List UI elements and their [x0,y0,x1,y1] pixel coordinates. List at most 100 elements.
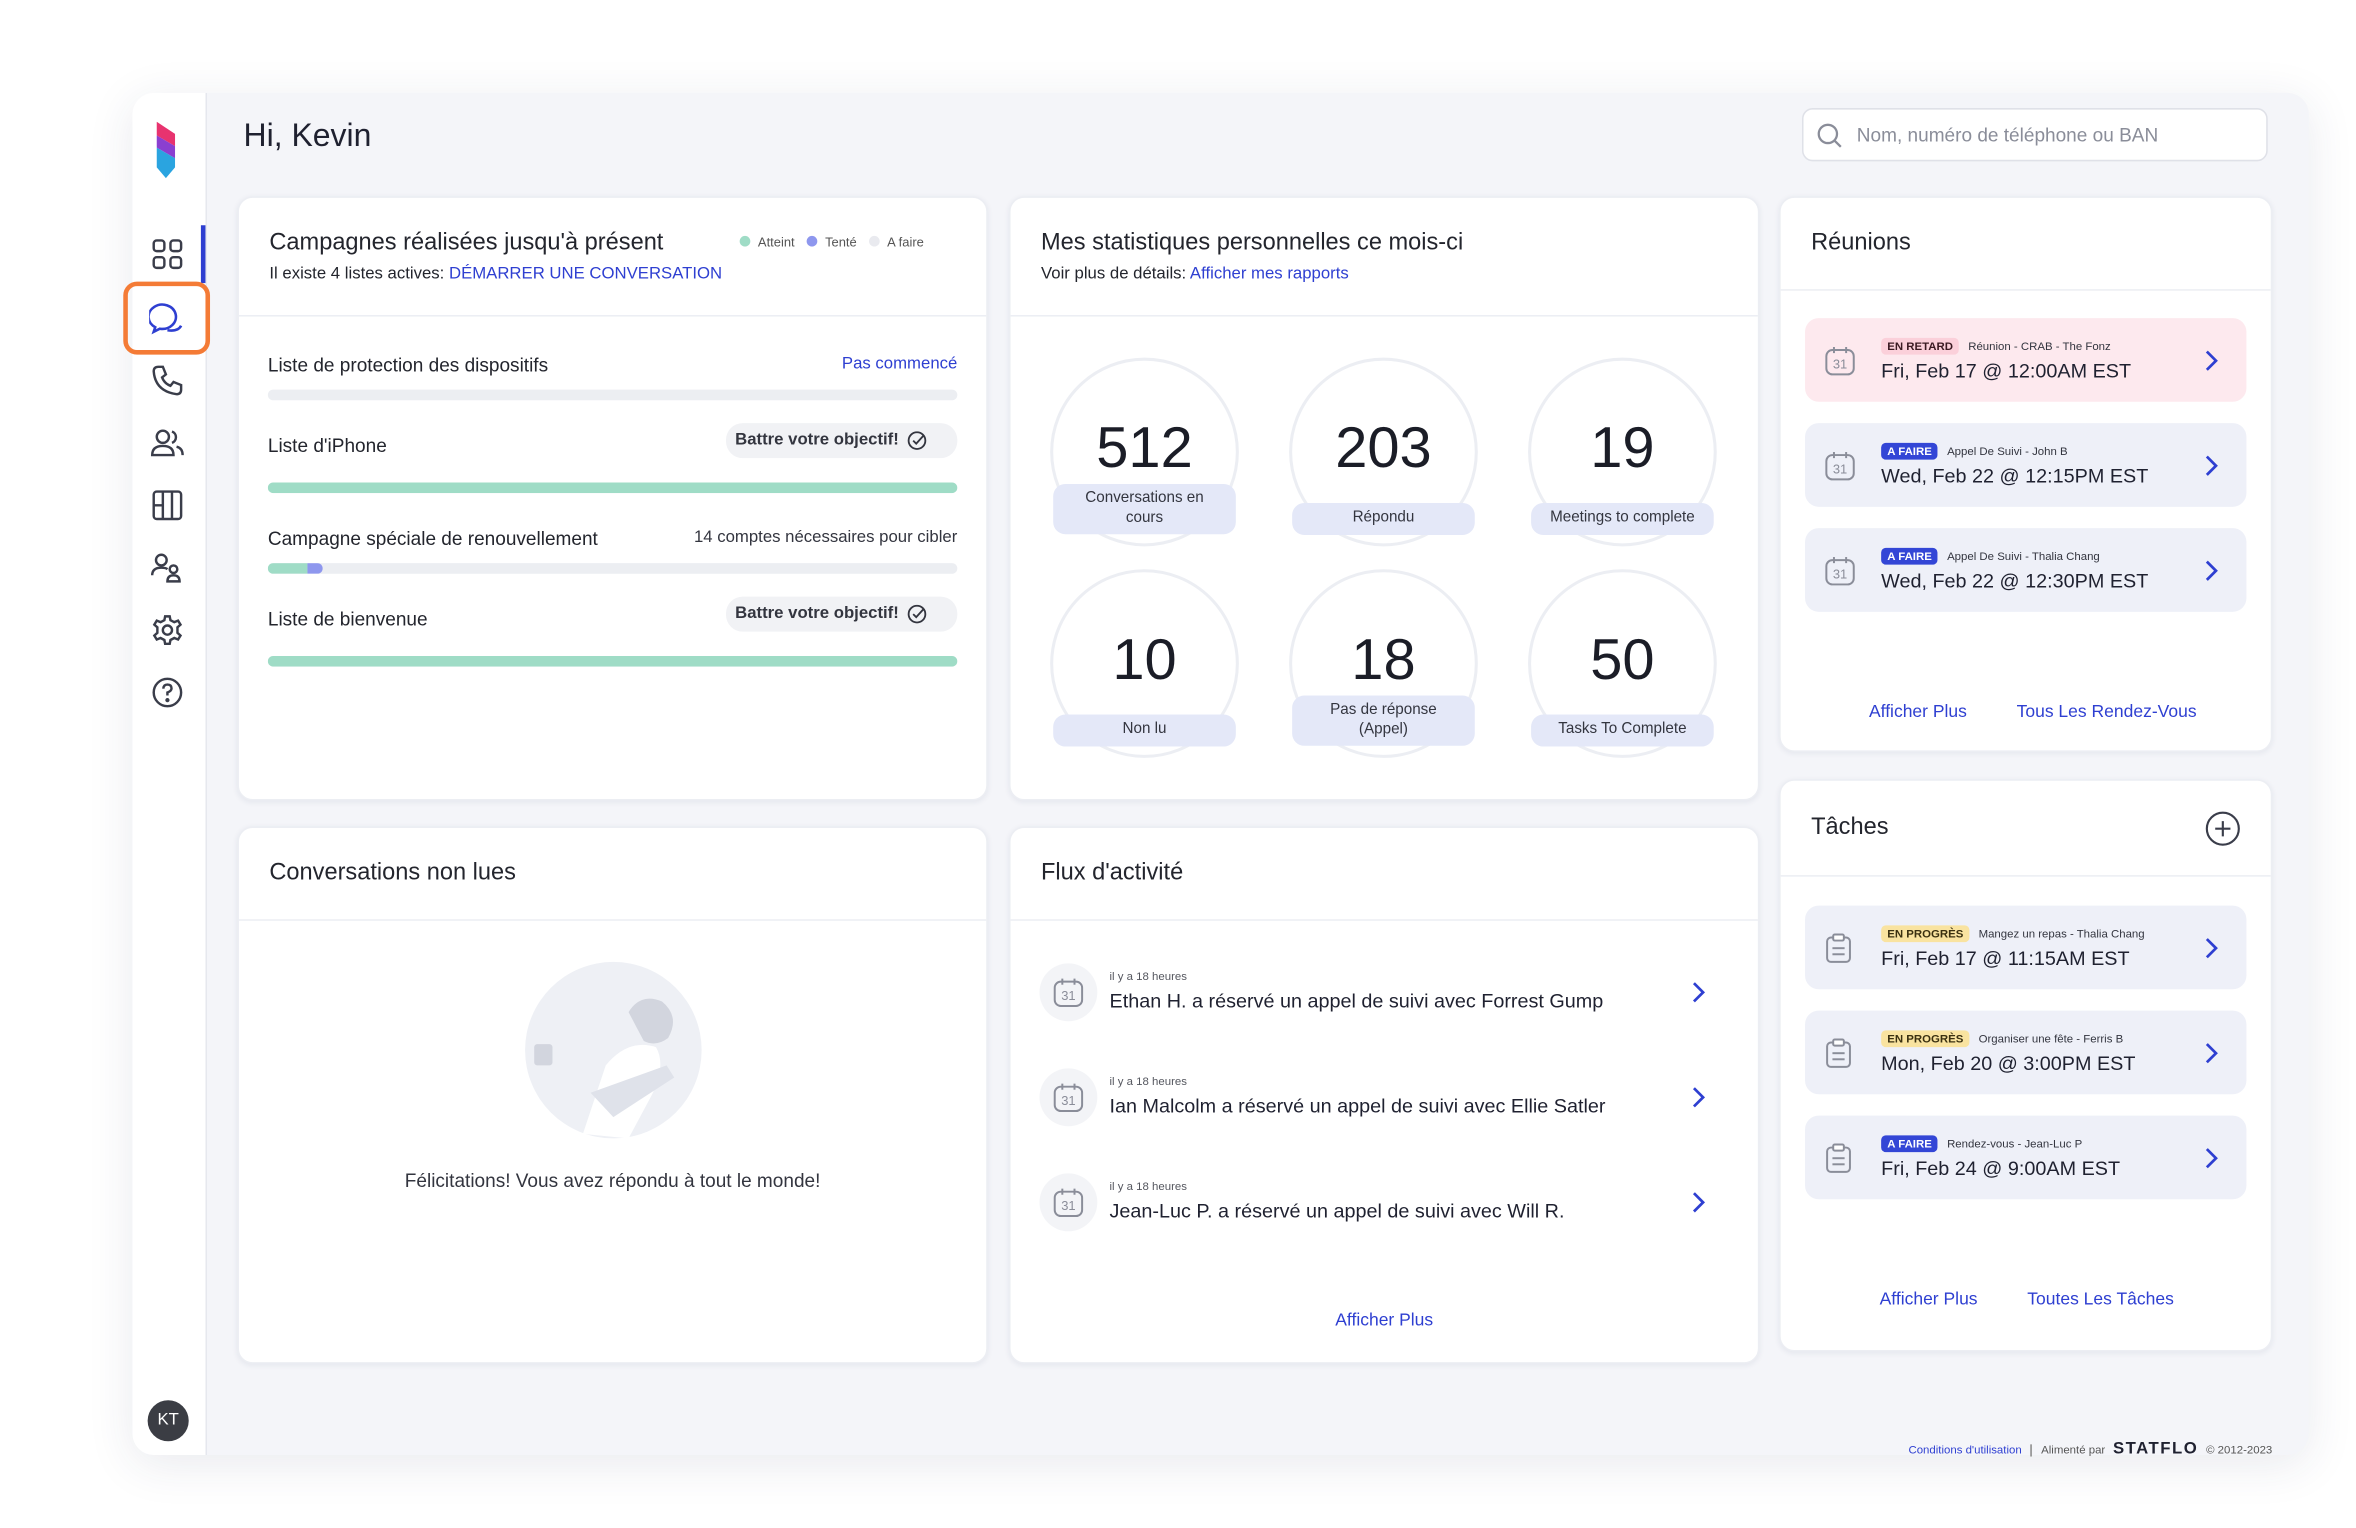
nav-help[interactable] [151,676,184,709]
divider [1780,875,2271,877]
legend-dot [739,235,751,247]
stat-ring [1289,357,1478,547]
logo [156,121,176,179]
activity-time: il y a 18 heures [1109,1074,1187,1089]
list-item[interactable] [1805,905,2247,990]
nav-team[interactable] [150,551,184,584]
greeting: Hi, Kevin [243,118,372,154]
item-subject: Appel De Suivi - Thalia Chang [1947,549,2100,564]
active-indicator [200,225,206,284]
nav-settings[interactable] [151,613,184,646]
card-link[interactable]: Afficher Plus [1868,703,1967,722]
icon-label: 31 [1833,356,1847,371]
goal-badge: Battre votre objectif! [725,596,958,632]
divider [1010,919,1758,921]
progress-reached [267,482,958,494]
icon-label: 31 [1833,566,1847,581]
stat-label: Répondu [1292,503,1475,535]
nav-calls[interactable] [151,364,184,397]
nav-contacts[interactable] [149,426,186,459]
stats-subtitle-row: Voir plus de détails: Afficher mes rappo… [1041,265,1349,283]
progress-track [267,389,958,401]
avatar[interactable]: KT [147,1400,189,1442]
divider [238,919,987,921]
legend-dot [806,235,818,247]
calendar-icon: 31 [1825,347,1855,376]
list-item[interactable] [1805,1010,2247,1095]
legend-label: Atteint [757,234,795,250]
card-link[interactable]: Tous Les Rendez-Vous [2016,703,2197,722]
item-meta: A FAIRE Rendez-vous - Jean-Luc P [1881,1135,2083,1153]
nav-boards[interactable] [151,489,184,522]
logo-part [156,121,176,147]
icon-part [1825,454,1855,481]
campaigns-subtitle-row: Il existe 4 listes actives: DÉMARRER UNE… [269,265,722,283]
item-meta: A FAIRE Appel De Suivi - John B [1881,442,2068,460]
start-conversation-link[interactable]: DÉMARRER UNE CONVERSATION [448,264,723,284]
icon-part [1692,982,1706,1003]
item-when: Fri, Feb 17 @ 12:00AM EST [1881,359,2132,383]
icon-part [2205,455,2218,476]
activity-text: Ian Malcolm a réservé un appel de suivi … [1109,1094,1606,1118]
card-link[interactable]: Afficher Plus [1879,1290,1978,1309]
item-subject: Mangez un repas - Thalia Chang [1978,926,2145,941]
unread-title: Conversations non lues [269,859,516,886]
add-task-button[interactable] [2205,811,2240,846]
unread-message: Félicitations! Vous avez répondu à tout … [404,1170,821,1192]
activity-icon-bg [1039,1068,1098,1127]
campaigns-card [237,196,988,801]
legend-dot [868,235,880,247]
item-meta: EN PROGRÈS Mangez un repas - Thalia Chang [1881,925,2145,943]
icon-part [907,430,926,450]
item-meta: EN PROGRÈS Organiser une fête - Ferris B [1881,1030,2123,1048]
nav-conversations[interactable] [149,301,186,335]
nav-highlight [123,281,211,355]
activity-more-link[interactable]: Afficher Plus [1335,1311,1434,1331]
check-icon [907,604,926,623]
item-when: Fri, Feb 24 @ 9:00AM EST [1881,1156,2121,1180]
icon-part [2205,938,2218,959]
item-subject: Rendez-vous - Jean-Luc P [1947,1136,2083,1151]
goal-text: Battre votre objectif! [735,604,899,623]
icon-label: 31 [1061,1093,1075,1108]
activity-text: Ethan H. a réservé un appel de suivi ave… [1109,989,1604,1013]
search-box[interactable] [1802,108,2268,162]
chevron [1692,1087,1706,1108]
status-link[interactable]: Pas commencé [841,354,958,373]
legend-label: Tenté [825,234,857,250]
activity-title: Flux d'activité [1041,859,1184,886]
stat-value: 50 [1590,628,1655,693]
footer-separator [2030,1444,2033,1457]
list-item[interactable] [1805,1115,2247,1200]
item-meta: A FAIRE Appel De Suivi - Thalia Chang [1881,547,2100,565]
list-item[interactable] [1805,528,2247,612]
card-link[interactable]: Toutes Les Tâches [2027,1290,2174,1309]
campaign-status: 14 comptes nécessaires pour cibler [693,528,958,547]
stat-value: 203 [1335,417,1432,481]
icon-part [1053,1085,1084,1113]
nav-dashboard[interactable] [151,237,184,270]
meetings-title: Réunions [1811,229,1911,256]
search-placeholder: Nom, numéro de téléphone ou BAN [1856,124,2159,147]
icon-label: 31 [1061,1198,1075,1213]
goal-text: Battre votre objectif! [735,430,899,449]
status-badge: EN RETARD [1881,337,1960,355]
stat-value: 10 [1112,628,1177,693]
tasks-title: Tâches [1811,814,1889,841]
status-badge: EN PROGRÈS [1881,1030,1970,1048]
campaigns-subtitle: Il existe 4 listes actives: [269,264,445,284]
progress-attempted [307,563,323,574]
item-when: Wed, Feb 22 @ 12:30PM EST [1881,569,2149,593]
powered-by: Alimenté par [2041,1442,2106,1457]
icon-part [1053,1190,1084,1218]
terms-link[interactable]: Conditions d'utilisation [1908,1442,2022,1457]
list-item[interactable] [1805,318,2247,402]
icon-part [911,434,924,445]
stat-ring [1528,357,1717,547]
list-item[interactable] [1805,423,2247,507]
icon-part [911,607,924,618]
reports-link[interactable]: Afficher mes rapports [1189,264,1349,284]
